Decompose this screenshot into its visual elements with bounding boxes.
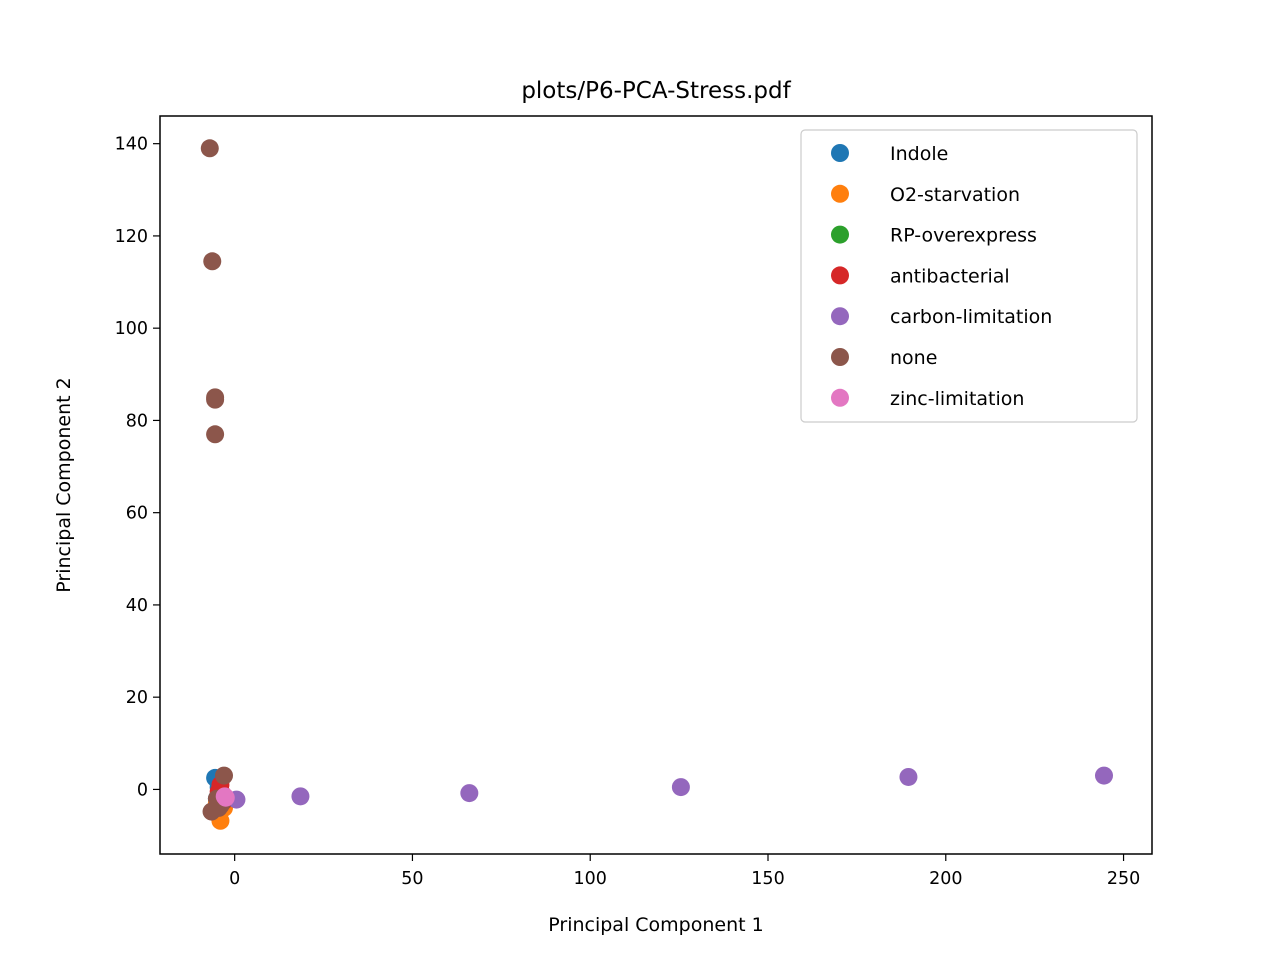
legend-marker (831, 144, 849, 162)
legend-marker (831, 266, 849, 285)
legend-items: Indole O2-starvation RP-overexpress antibac… (831, 143, 1052, 410)
legend-label: Indole (890, 143, 948, 165)
data-point (291, 787, 310, 806)
x-tick-label: 50 (401, 869, 423, 889)
legend-label: zinc-limitation (890, 388, 1024, 410)
data-point (460, 784, 479, 803)
y-tick-label: 100 (115, 319, 148, 339)
data-point (899, 767, 918, 786)
x-tick-label: 0 (229, 869, 240, 889)
legend-marker (831, 307, 849, 326)
points-layer (200, 139, 1113, 830)
plot-frame (159, 115, 1153, 855)
legend-marker (831, 225, 849, 244)
legend-marker (831, 388, 849, 407)
data-point (1095, 766, 1113, 785)
legend-label: none (890, 347, 937, 369)
data-point (206, 425, 225, 444)
data-point (200, 139, 219, 158)
y-tick-label: 40 (126, 596, 148, 616)
data-point (206, 390, 225, 409)
y-axis-ticks: 0 20 40 60 80 100 120 140 (115, 135, 160, 800)
x-tick-label: 250 (1107, 869, 1140, 889)
x-axis-ticks: 0 50 100 150 200 250 (229, 854, 1140, 889)
y-tick-label: 0 (137, 780, 148, 800)
legend-box (800, 129, 1138, 423)
legend-label: O2-starvation (890, 184, 1020, 206)
chart-title: plots/P6-PCA-Stress.pdf (521, 78, 791, 104)
y-tick-label: 120 (115, 227, 148, 247)
y-tick-label: 60 (126, 504, 148, 524)
legend-label: antibacterial (890, 265, 1010, 287)
legend-label: RP-overexpress (890, 225, 1037, 247)
data-point (215, 787, 234, 806)
data-point (671, 778, 690, 797)
x-tick-label: 150 (751, 869, 784, 889)
legend: Indole O2-starvation RP-overexpress antibac… (800, 129, 1138, 423)
legend-label: carbon-limitation (890, 306, 1052, 328)
data-point (203, 252, 222, 271)
y-axis-label: Principal Component 2 (53, 377, 75, 592)
legend-marker (831, 184, 849, 203)
y-tick-label: 20 (126, 688, 148, 708)
x-axis-label: Principal Component 1 (548, 914, 763, 936)
legend-marker (831, 348, 849, 366)
y-tick-label: 140 (115, 135, 148, 155)
y-tick-label: 80 (126, 411, 148, 431)
x-tick-label: 100 (574, 869, 607, 889)
x-tick-label: 200 (929, 869, 962, 889)
data-point (215, 766, 233, 785)
